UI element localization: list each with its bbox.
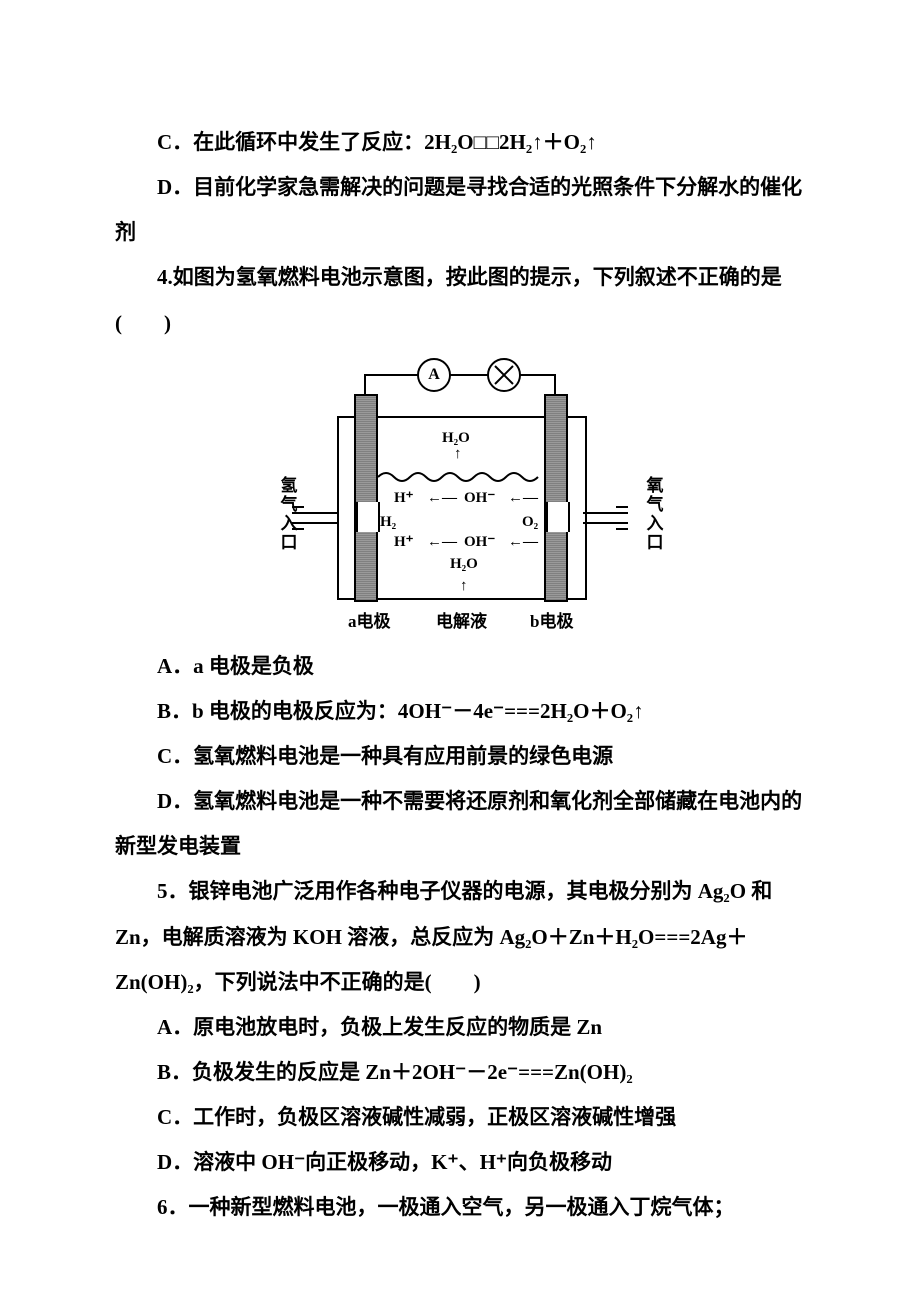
- arrow-l2b: ←—: [508, 526, 538, 558]
- q5-option-a: A．原电池放电时，负极上发生反应的物质是 Zn: [115, 1005, 805, 1050]
- q4-option-d: D．氢氧燃料电池是一种不需要将还原剂和氧化剂全部储藏在电池内的新型发电装置: [115, 779, 805, 869]
- q5-option-d: D．溶液中 OH⁻向正极移动，K⁺、H⁺向负极移动: [115, 1140, 805, 1185]
- option-c-prev: C．在此循环中发生了反应：2H₂O□□2H₂↑＋O₂↑: [115, 120, 805, 165]
- q4-stem: 4.如图为氢氧燃料电池示意图，按此图的提示，下列叙述不正确的是( ): [115, 255, 805, 345]
- q4-option-c: C．氢氧燃料电池是一种具有应用前景的绿色电源: [115, 734, 805, 779]
- electrolyte-caption: 电解液: [436, 604, 487, 641]
- h2o-mid-arrow: ↑: [460, 570, 468, 602]
- hplus-2: H⁺: [394, 526, 414, 558]
- oh-1: OH⁻: [464, 482, 495, 514]
- fuel-cell-diagram: A H₂O ↑: [232, 364, 688, 634]
- q4-option-b: B．b 电极的电极反应为：4OH⁻－4e⁻===2H₂O＋O₂↑: [115, 689, 805, 734]
- q6-stem: 6．一种新型燃料电池，一极通入空气，另一极通入丁烷气体；: [115, 1185, 805, 1230]
- q5-option-b: B．负极发生的反应是 Zn＋2OH⁻－2e⁻===Zn(OH)₂: [115, 1050, 805, 1095]
- q4-option-a: A．a 电极是负极: [115, 644, 805, 689]
- h2o-top-arrow: ↑: [454, 438, 462, 470]
- ammeter-label: A: [428, 358, 440, 392]
- q5-stem: 5．银锌电池广泛用作各种电子仪器的电源，其电极分别为 Ag₂O 和 Zn，电解质…: [115, 869, 805, 1004]
- o2-inlet-label: 氧气入口: [634, 476, 671, 552]
- document-page: C．在此循环中发生了反应：2H₂O□□2H₂↑＋O₂↑ D．目前化学家急需解决的…: [0, 0, 920, 1291]
- electrode-b: [544, 394, 568, 602]
- b-electrode-caption: b电极: [530, 604, 573, 641]
- fuel-cell-figure: A H₂O ↑: [115, 364, 805, 634]
- bulb-icon: [487, 358, 521, 392]
- ammeter-icon: A: [417, 358, 451, 392]
- q5-option-c: C．工作时，负极区溶液碱性减弱，正极区溶液碱性增强: [115, 1095, 805, 1140]
- hplus-1: H⁺: [394, 482, 414, 514]
- a-electrode-caption: a电极: [348, 604, 391, 641]
- electrode-a: [354, 394, 378, 602]
- option-d-prev: D．目前化学家急需解决的问题是寻找合适的光照条件下分解水的催化剂: [115, 165, 805, 255]
- h2-inlet-label: 氢气入口: [268, 476, 305, 552]
- arrow-l1: ←—: [427, 482, 457, 514]
